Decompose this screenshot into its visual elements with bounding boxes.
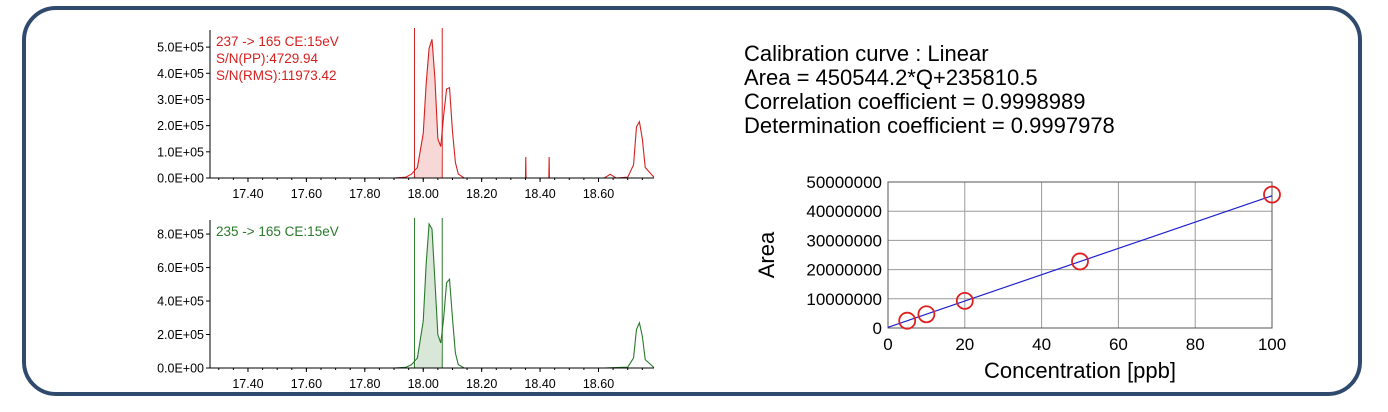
calibration-point bbox=[917, 305, 936, 324]
chromatogram-237-165: 0.0E+00 1.0E+05 2.0E+05 3.0E+05 4.0E+05 5.0E+… bbox=[157, 28, 655, 201]
y-tick-label: 5.0E+05 bbox=[157, 41, 204, 55]
panel-frame bbox=[22, 6, 1362, 396]
trace-annotation: 235 -> 165 CE:15eV bbox=[216, 224, 339, 239]
peak-integration-area bbox=[414, 224, 443, 368]
y-tick-label: 4.0E+05 bbox=[157, 295, 204, 309]
x-tick-label: 17.80 bbox=[349, 377, 380, 391]
y-tick-label: 2.0E+05 bbox=[157, 328, 204, 342]
determination-coefficient: Determination coefficient = 0.9997978 bbox=[744, 113, 1115, 138]
y-tick-label: 6.0E+05 bbox=[157, 261, 204, 275]
y-tick-label: 10000000 bbox=[806, 290, 882, 309]
chromatogram-235-165: 0.0E+00 2.0E+05 4.0E+05 6.0E+05 8.0E+05 17.40… bbox=[157, 218, 655, 391]
x-tick-label: 40 bbox=[1032, 335, 1051, 354]
x-tick-label: 17.40 bbox=[232, 377, 263, 391]
trace-annotation: 237 -> 165 CE:15eV bbox=[216, 34, 339, 49]
y-tick-label: 1.0E+05 bbox=[157, 145, 204, 159]
x-tick-label: 17.60 bbox=[291, 187, 322, 201]
x-tick-label: 60 bbox=[1109, 335, 1128, 354]
y-tick-label: 30000000 bbox=[806, 231, 882, 250]
y-tick-label: 50000000 bbox=[806, 173, 882, 192]
x-tick-label: 80 bbox=[1186, 335, 1205, 354]
calibration-info: Calibration curve : Linear Area = 450544… bbox=[744, 42, 1115, 138]
x-tick-label: 18.60 bbox=[583, 377, 614, 391]
x-tick-label: 18.40 bbox=[524, 187, 555, 201]
y-tick-label: 8.0E+05 bbox=[157, 228, 204, 242]
x-tick-label: 18.20 bbox=[466, 187, 497, 201]
y-tick-label: 4.0E+05 bbox=[157, 67, 204, 81]
x-tick-label: 18.20 bbox=[466, 377, 497, 391]
trace-annotation: S/N(RMS):11973.42 bbox=[216, 68, 337, 83]
calibration-fit-line bbox=[887, 195, 1273, 328]
calibration-point bbox=[1263, 185, 1281, 204]
y-tick-label: 0 bbox=[873, 319, 882, 338]
y-tick-label: 0.0E+00 bbox=[157, 362, 204, 376]
peak-integration-area bbox=[414, 39, 443, 179]
y-axis-title: Area bbox=[754, 231, 779, 278]
x-tick-label: 0 bbox=[883, 335, 892, 354]
calibration-point bbox=[898, 311, 917, 330]
x-tick-label: 17.40 bbox=[232, 187, 263, 201]
x-tick-label: 18.00 bbox=[408, 377, 439, 391]
calibration-type: Calibration curve : Linear bbox=[744, 41, 989, 66]
mrm-235-165-trace bbox=[210, 222, 655, 369]
y-tick-label: 40000000 bbox=[806, 202, 882, 221]
y-tick-label: 0.0E+00 bbox=[157, 172, 204, 186]
y-tick-label: 2.0E+05 bbox=[157, 119, 204, 133]
x-tick-label: 18.40 bbox=[524, 377, 555, 391]
x-axis-title: Concentration [ppb] bbox=[984, 358, 1176, 383]
y-tick-label: 3.0E+05 bbox=[157, 93, 204, 107]
calibration-point bbox=[955, 291, 974, 310]
x-tick-label: 100 bbox=[1258, 335, 1286, 354]
calibration-equation: Area = 450544.2*Q+235810.5 bbox=[744, 65, 1038, 90]
x-tick-label: 17.60 bbox=[291, 377, 322, 391]
calibration-curve-chart: 0 10000000 20000000 30000000 40000000 5000000… bbox=[754, 173, 1286, 383]
plot-area bbox=[887, 181, 1273, 329]
calibration-point bbox=[1071, 252, 1089, 271]
correlation-coefficient: Correlation coefficient = 0.9998989 bbox=[744, 89, 1086, 114]
y-tick-label: 20000000 bbox=[806, 261, 882, 280]
x-tick-label: 18.60 bbox=[583, 187, 614, 201]
x-tick-label: 18.00 bbox=[408, 187, 439, 201]
trace-annotation: S/N(PP):4729.94 bbox=[216, 51, 319, 66]
x-tick-label: 17.80 bbox=[349, 187, 380, 201]
x-tick-label: 20 bbox=[955, 335, 974, 354]
mrm-237-165-trace bbox=[210, 39, 655, 179]
